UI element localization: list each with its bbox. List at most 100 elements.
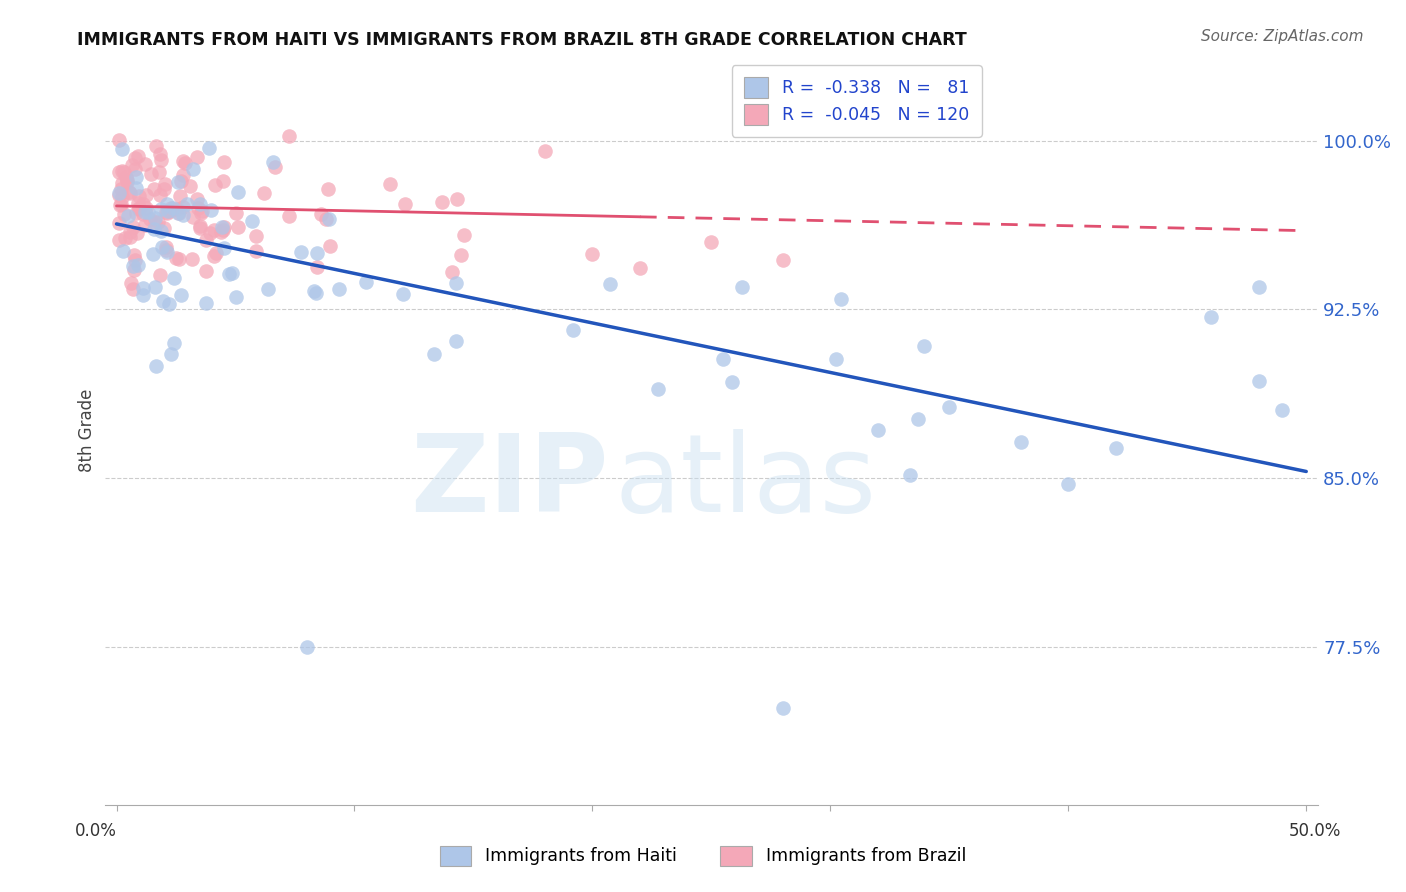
Point bbox=[225, 290, 247, 304]
Point bbox=[212, 241, 235, 255]
Point bbox=[394, 197, 416, 211]
Point bbox=[145, 359, 167, 373]
Point bbox=[152, 221, 174, 235]
Point bbox=[143, 215, 166, 229]
Text: atlas: atlas bbox=[614, 429, 876, 535]
Point bbox=[128, 189, 150, 203]
Point bbox=[205, 246, 228, 260]
Point bbox=[150, 202, 173, 216]
Point bbox=[444, 276, 467, 290]
Point bbox=[188, 219, 211, 234]
Point bbox=[240, 214, 263, 228]
Point bbox=[262, 155, 284, 169]
Point bbox=[228, 185, 250, 199]
Point bbox=[152, 182, 174, 196]
Point bbox=[194, 264, 217, 278]
Point bbox=[1247, 280, 1270, 294]
Text: IMMIGRANTS FROM HAITI VS IMMIGRANTS FROM BRAZIL 8TH GRADE CORRELATION CHART: IMMIGRANTS FROM HAITI VS IMMIGRANTS FROM… bbox=[77, 31, 967, 49]
Point bbox=[169, 205, 191, 219]
Point bbox=[423, 347, 446, 361]
Point bbox=[307, 260, 329, 275]
Point bbox=[278, 209, 301, 223]
Point bbox=[112, 207, 135, 221]
Point bbox=[149, 188, 172, 202]
Point bbox=[156, 203, 179, 218]
Point bbox=[156, 244, 179, 259]
Point bbox=[127, 226, 149, 240]
Point bbox=[108, 186, 131, 201]
Point bbox=[172, 169, 194, 183]
Point bbox=[108, 187, 131, 202]
Point bbox=[160, 201, 183, 215]
Point bbox=[155, 239, 177, 253]
Text: 0.0%: 0.0% bbox=[75, 822, 117, 840]
Point bbox=[111, 164, 134, 178]
Point bbox=[108, 133, 131, 147]
Point bbox=[218, 267, 240, 281]
Point bbox=[225, 206, 247, 220]
Point bbox=[172, 208, 194, 222]
Point bbox=[139, 167, 162, 181]
Point bbox=[118, 185, 141, 199]
Point bbox=[156, 206, 179, 220]
Legend: R =  -0.338   N =   81, R =  -0.045   N = 120: R = -0.338 N = 81, R = -0.045 N = 120 bbox=[733, 65, 981, 136]
Point bbox=[181, 210, 204, 224]
Point bbox=[124, 151, 146, 165]
Point bbox=[202, 250, 225, 264]
Point bbox=[179, 178, 201, 193]
Point bbox=[162, 201, 184, 215]
Point bbox=[143, 211, 166, 226]
Point bbox=[122, 263, 145, 277]
Point bbox=[328, 282, 350, 296]
Point bbox=[128, 201, 150, 215]
Point bbox=[721, 376, 744, 390]
Point bbox=[121, 158, 143, 172]
Point bbox=[110, 196, 132, 211]
Point bbox=[711, 351, 734, 366]
Point bbox=[441, 265, 464, 279]
Point bbox=[124, 253, 146, 268]
Point bbox=[110, 182, 132, 196]
Point bbox=[108, 198, 131, 212]
Point bbox=[226, 220, 249, 235]
Point bbox=[194, 234, 217, 248]
Point bbox=[212, 223, 235, 237]
Point bbox=[830, 292, 852, 306]
Point bbox=[181, 252, 204, 267]
Point bbox=[187, 202, 209, 216]
Point bbox=[170, 287, 193, 301]
Point bbox=[245, 229, 267, 244]
Point bbox=[170, 174, 193, 188]
Point bbox=[453, 228, 475, 243]
Point bbox=[1057, 477, 1080, 491]
Point bbox=[450, 248, 472, 262]
Point bbox=[135, 201, 157, 215]
Point bbox=[866, 423, 889, 437]
Point bbox=[115, 169, 138, 184]
Point bbox=[302, 284, 325, 298]
Point bbox=[212, 219, 235, 234]
Point bbox=[204, 178, 226, 192]
Point bbox=[146, 215, 169, 229]
Point bbox=[132, 197, 155, 211]
Point bbox=[134, 205, 156, 219]
Point bbox=[131, 207, 153, 221]
Point bbox=[315, 211, 337, 226]
Point bbox=[142, 182, 165, 196]
Point bbox=[117, 210, 139, 224]
Point bbox=[533, 144, 555, 158]
Point bbox=[124, 162, 146, 177]
Text: ZIP: ZIP bbox=[409, 429, 609, 535]
Point bbox=[1010, 435, 1032, 450]
Point bbox=[316, 182, 339, 196]
Point bbox=[145, 139, 167, 153]
Point bbox=[432, 194, 454, 209]
Point bbox=[295, 640, 318, 654]
Point bbox=[290, 244, 312, 259]
Point bbox=[127, 149, 149, 163]
Point bbox=[305, 285, 328, 300]
Point bbox=[148, 164, 170, 178]
Point bbox=[311, 207, 333, 221]
Point bbox=[446, 192, 468, 206]
Point bbox=[209, 225, 232, 239]
